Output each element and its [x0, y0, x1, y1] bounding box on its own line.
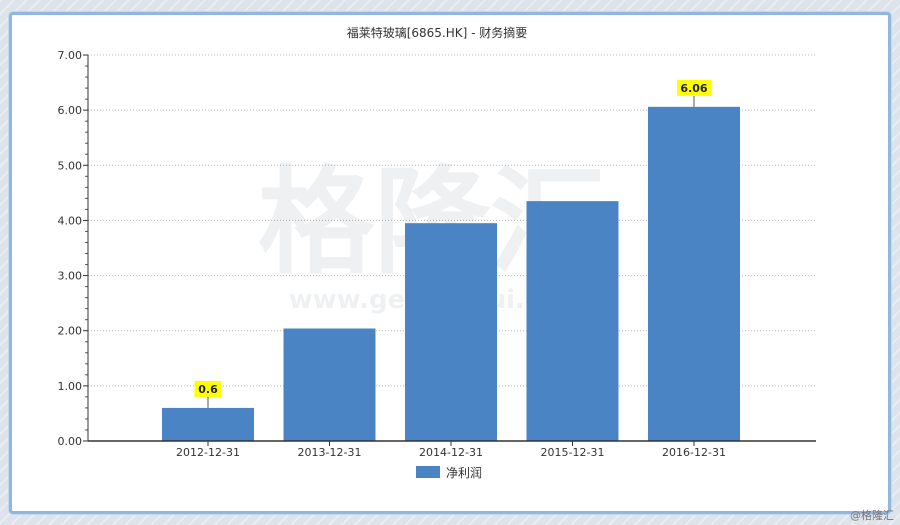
x-tick-label: 2014-12-31 — [419, 446, 483, 459]
y-tick-label: 5.00 — [58, 159, 83, 172]
x-tick-label: 2012-12-31 — [176, 446, 240, 459]
axes — [87, 55, 816, 442]
legend-label: 净利润 — [446, 466, 482, 480]
legend: 净利润 — [416, 466, 482, 480]
credit-text: @格隆汇 — [850, 509, 894, 522]
y-tick-label: 2.00 — [58, 325, 83, 338]
bar-series — [162, 106, 740, 441]
bar — [162, 407, 254, 441]
data-label-box — [194, 380, 222, 397]
y-tick-label: 4.00 — [58, 214, 83, 227]
data-label: 0.6 — [198, 383, 218, 396]
x-tick-label: 2013-12-31 — [298, 446, 362, 459]
data-label: 6.06 — [680, 82, 707, 95]
x-axis-labels: 2012-12-31 2013-12-31 2014-12-31 2015-12-31… — [176, 441, 726, 459]
y-tick-label: 1.00 — [58, 380, 83, 393]
data-label-box — [677, 79, 711, 96]
chart-title: 福莱特玻璃[6865.HK] - 财务摘要 — [347, 25, 528, 40]
x-tick-label: 2015-12-31 — [541, 446, 605, 459]
bar — [526, 201, 619, 441]
bar — [283, 328, 376, 441]
x-tick-label: 2016-12-31 — [662, 446, 726, 459]
bar — [648, 106, 740, 441]
legend-swatch — [416, 466, 440, 478]
y-axis-ticks: 0.00 1.00 2.00 3.00 4.00 5.00 6.00 7.00 — [58, 49, 88, 448]
y-tick-label: 0.00 — [58, 435, 83, 448]
y-tick-label: 3.00 — [58, 270, 83, 283]
bar — [405, 223, 497, 441]
y-tick-label: 6.00 — [58, 104, 83, 117]
y-tick-label: 7.00 — [58, 49, 83, 62]
data-labels: 0.6 6.06 — [194, 79, 711, 408]
